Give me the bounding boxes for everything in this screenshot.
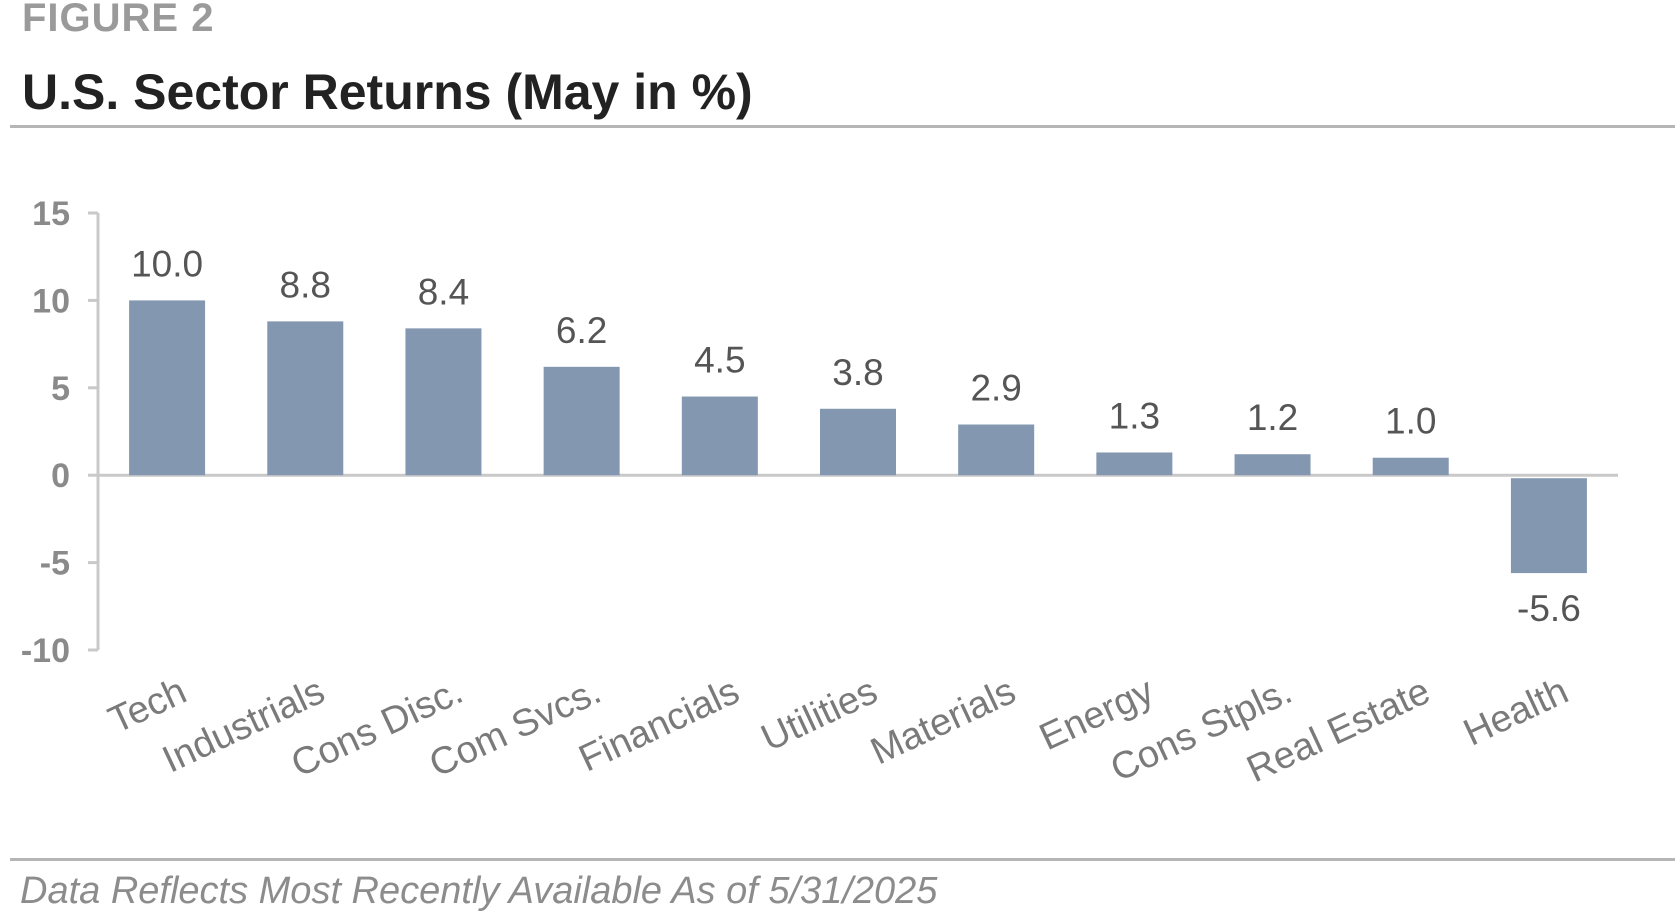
top-divider [10, 125, 1675, 128]
bar-cons-stpls [1234, 454, 1311, 476]
figure-label: FIGURE 2 [22, 0, 215, 40]
y-tick-label: -5 [40, 545, 70, 583]
category-label: Materials [865, 670, 1022, 773]
data-label: -5.6 [1517, 588, 1581, 629]
category-label: Health [1457, 670, 1574, 754]
bar-cons-disc [405, 328, 482, 476]
bar-financials [681, 396, 758, 476]
category-label: Financials [573, 670, 746, 780]
bar-com-svcs [543, 366, 620, 476]
y-tick-label: 5 [51, 370, 70, 408]
y-tick-label: 0 [51, 457, 70, 495]
bottom-divider [10, 858, 1675, 861]
category-label: Tech [102, 670, 193, 742]
data-label: 8.4 [418, 271, 469, 312]
data-label: 10.0 [131, 243, 203, 284]
bar-chart: 15 10 5 0 -5 -10 10.0 8.8 8.4 6.2 4.5 3.8 2.9 1.3 1.2… [21, 195, 1618, 791]
data-label: 1.3 [1109, 395, 1160, 436]
bar-energy [1096, 452, 1173, 476]
data-label: 1.0 [1385, 401, 1436, 442]
data-label: 8.8 [280, 264, 331, 305]
data-labels: 10.0 8.8 8.4 6.2 4.5 3.8 2.9 1.3 1.2 1.0 -5.6 [131, 243, 1581, 629]
bar-health [1510, 478, 1587, 574]
footnote: Data Reflects Most Recently Available As… [20, 870, 938, 912]
bar-tech [129, 300, 206, 476]
data-label: 4.5 [694, 340, 745, 381]
chart-title: U.S. Sector Returns (May in %) [22, 64, 753, 120]
data-label: 1.2 [1247, 397, 1298, 438]
y-tick-label: -10 [21, 632, 70, 670]
bar-materials [958, 424, 1035, 476]
bar-real-estate [1372, 457, 1449, 476]
y-axis: 15 10 5 0 -5 -10 [21, 195, 1618, 670]
data-label: 3.8 [832, 352, 883, 393]
y-tick-label: 15 [32, 195, 70, 233]
bar-utilities [820, 408, 896, 476]
y-tick-label: 10 [32, 282, 70, 320]
category-label: Utilities [755, 670, 884, 760]
bars [129, 300, 1587, 574]
data-label: 6.2 [556, 310, 607, 351]
bar-industrials [267, 321, 344, 476]
data-label: 2.9 [970, 368, 1021, 409]
